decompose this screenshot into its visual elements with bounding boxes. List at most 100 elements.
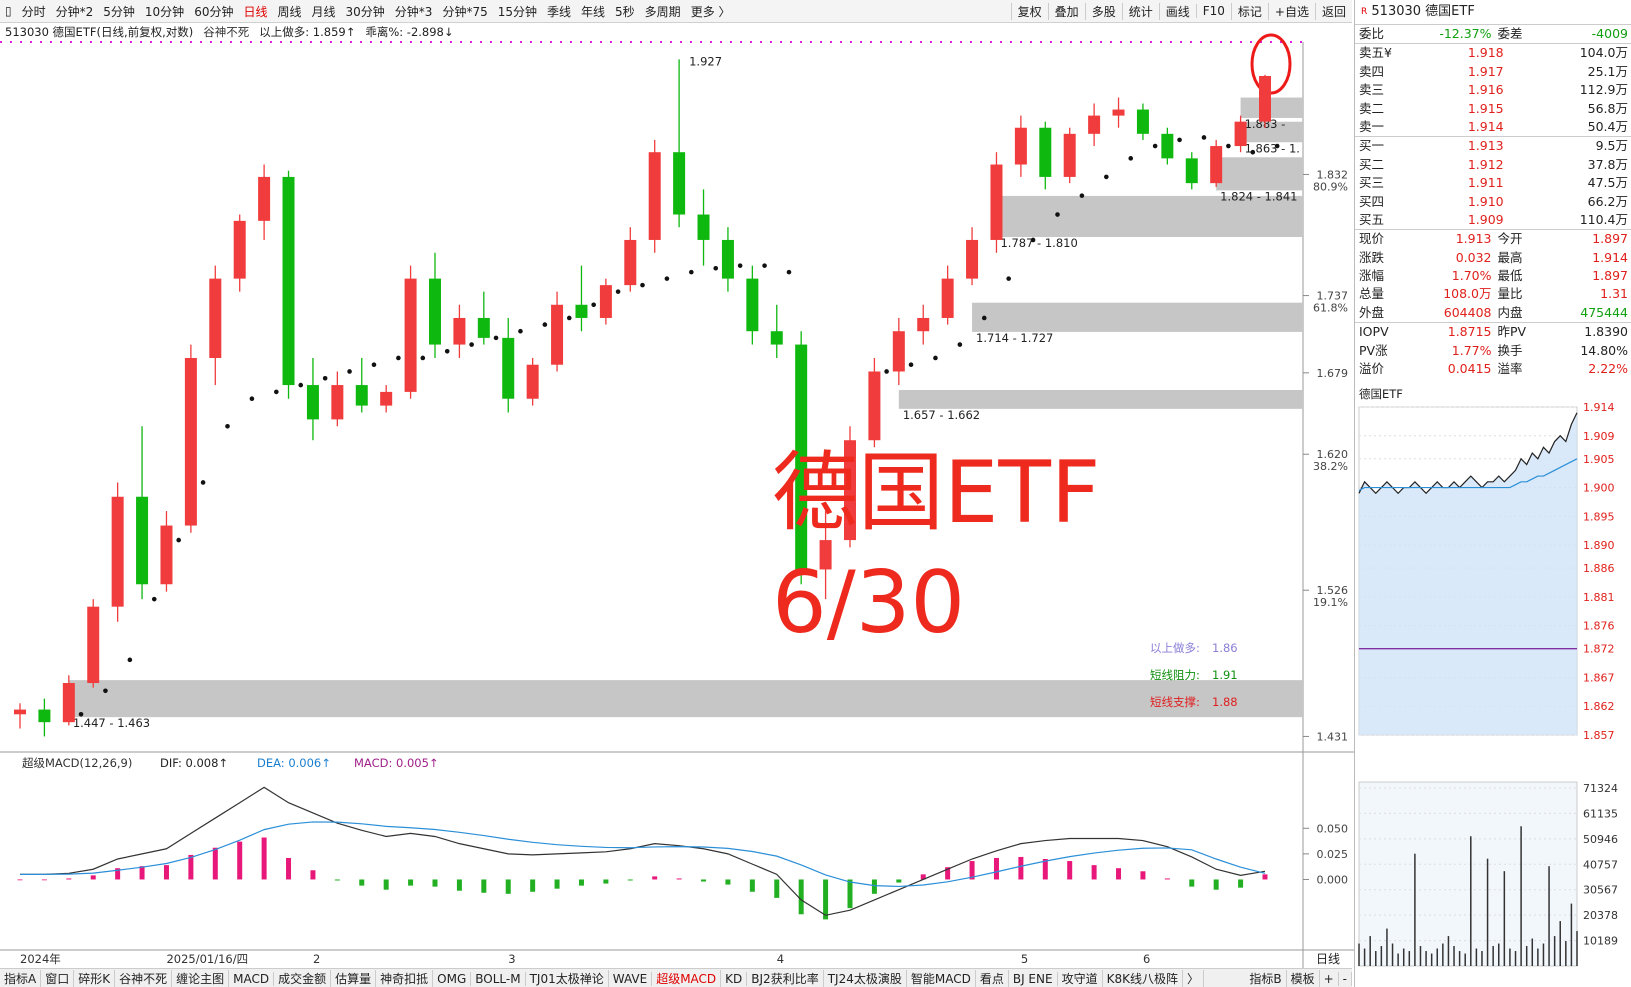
support-dot <box>518 328 523 334</box>
period-tab[interactable]: 60分钟 <box>194 4 234 19</box>
volume-tick-label: 71324 <box>1583 782 1618 795</box>
tool-button[interactable]: 标记 <box>1230 2 1268 20</box>
indicator-tab[interactable]: 缠论主图 <box>172 970 230 987</box>
period-tab[interactable]: 日线 <box>243 4 268 19</box>
y-tick-label: 1.905 <box>1583 453 1615 466</box>
period-tab[interactable]: 分钟*3 <box>394 4 433 19</box>
indicator-tab[interactable]: KD <box>721 971 748 986</box>
support-dot <box>249 396 255 402</box>
indicator-tab[interactable]: K8K线八极阵 <box>1103 970 1183 987</box>
quote-cell: 1.31 <box>1600 286 1628 302</box>
indicator-tab[interactable]: 指标B <box>1245 970 1287 987</box>
price-zone <box>972 302 1303 332</box>
tool-button[interactable]: 复权 <box>1010 2 1048 20</box>
price-area <box>1359 412 1577 735</box>
tool-button[interactable]: 返回 <box>1314 2 1352 20</box>
period-tab[interactable]: 5秒 <box>615 4 635 19</box>
indicator-tab[interactable]: 窗口 <box>41 970 75 987</box>
quote-cell: 66.2万 <box>1587 193 1628 209</box>
indicator-tab[interactable]: + <box>1320 971 1339 986</box>
tool-button[interactable]: +自选 <box>1267 2 1315 20</box>
period-tab[interactable]: 多周期 <box>644 4 681 19</box>
indicator-tab[interactable]: 估算量 <box>331 970 377 987</box>
indicator-tab[interactable]: BJ2获利比率 <box>747 970 824 987</box>
tool-button[interactable]: 统计 <box>1121 2 1159 20</box>
indicator-tab[interactable]: MACD <box>229 971 275 986</box>
period-tab[interactable]: 分钟*75 <box>442 4 488 19</box>
indicator-tab[interactable]: TJ24太极演股 <box>824 970 907 987</box>
price-zone <box>1240 121 1303 143</box>
macd-bar <box>530 879 536 892</box>
quote-cell: 1.77% <box>1451 342 1492 358</box>
support-dot <box>762 263 767 268</box>
period-tab[interactable]: 15分钟 <box>497 4 537 19</box>
candle-body <box>1112 109 1125 116</box>
candle-body <box>1136 109 1149 134</box>
tool-button[interactable]: 画线 <box>1158 2 1196 20</box>
indicator-tab[interactable]: 超级MACD <box>652 970 722 987</box>
period-tab[interactable]: 30分钟 <box>345 4 385 19</box>
support-dot <box>664 276 670 281</box>
macd-bar <box>847 879 853 909</box>
indicator-tab[interactable]: 攻守道 <box>1058 970 1103 987</box>
macd-bar <box>139 866 145 880</box>
indicator-tab[interactable]: 神奇扣抵 <box>376 970 434 987</box>
support-dot <box>1201 135 1207 140</box>
indicator-tab[interactable]: 谷神不死 <box>115 970 173 987</box>
tool-button[interactable]: 多股 <box>1084 2 1122 20</box>
quote-rows: 委比 -12.37% 委差 -4009 卖五¥ 1.918 104.0万 卖四 1.917 25.… <box>1355 25 1631 378</box>
macd-bar <box>823 879 829 920</box>
candle-body <box>429 278 441 345</box>
macd-bar <box>90 875 96 880</box>
period-tab[interactable]: 年线 <box>581 4 606 19</box>
period-label: 日线 <box>1316 952 1340 966</box>
period-tab[interactable]: 月线 <box>311 4 336 19</box>
candle-body <box>160 525 173 585</box>
indicator-tab[interactable]: OMG <box>433 971 472 986</box>
indicator-tab[interactable]: 碎形K <box>74 970 116 987</box>
book-row: 卖五¥ 1.918 104.0万 <box>1355 43 1631 62</box>
quote-cell: 量比 <box>1497 286 1523 302</box>
signal-value: 1.88 <box>1212 695 1238 709</box>
macd-bar <box>749 879 755 892</box>
zone-label: 1.863 - 1. <box>1245 141 1300 155</box>
tool-button[interactable]: F10 <box>1195 4 1231 18</box>
support-dot <box>420 355 426 361</box>
tool-button[interactable]: 叠加 <box>1047 2 1085 20</box>
indicator-tab[interactable]: - <box>1339 971 1352 986</box>
indicator-tab[interactable]: 模板 <box>1287 970 1320 987</box>
period-tab[interactable]: 10分钟 <box>144 4 185 19</box>
period-tab[interactable]: 更多 〉 <box>690 4 731 19</box>
quote-cell: 1.910 <box>1467 193 1504 209</box>
candle-body <box>1161 133 1174 159</box>
indicator-tab[interactable]: 指标A <box>0 970 42 987</box>
quote-row: 涨幅 1.70% 最低 1.897 <box>1355 267 1631 285</box>
period-tab[interactable]: 分时 <box>21 4 46 19</box>
indicator-tab[interactable]: 成交金额 <box>274 970 332 987</box>
period-tab[interactable]: 周线 <box>277 4 302 19</box>
candle-body <box>477 317 490 338</box>
indicator-tab[interactable]: 〉 <box>1183 970 1204 987</box>
macd-bar <box>627 879 633 881</box>
indicator-tab[interactable]: WAVE <box>609 971 653 986</box>
period-tab[interactable]: 5分钟 <box>103 4 135 19</box>
indicator-tab[interactable]: TJ01太极禅论 <box>526 970 609 987</box>
indicator-tab[interactable]: 看点 <box>976 970 1009 987</box>
quote-cell: 委比 <box>1359 26 1385 41</box>
fib-label: 61.8% <box>1313 302 1348 315</box>
macd-bar <box>41 879 47 881</box>
layout-icon[interactable]: ▯ <box>5 4 12 18</box>
candle-body <box>795 344 808 570</box>
period-tab[interactable]: 季线 <box>547 4 572 19</box>
support-dot <box>176 537 181 543</box>
indicator-tab[interactable]: BJ ENE <box>1009 971 1058 986</box>
y-tick-label: 0.050 <box>1317 822 1349 835</box>
indicator-tab[interactable]: 智能MACD <box>907 970 976 987</box>
period-tab[interactable]: 分钟*2 <box>55 4 94 19</box>
y-tick-label: 1.679 <box>1317 367 1349 380</box>
macd-bar <box>725 879 731 885</box>
macd-bar <box>212 847 218 880</box>
candle-body <box>990 164 1003 240</box>
indicator-tab[interactable]: BOLL-M <box>471 971 526 986</box>
book-row: 买三 1.911 47.5万 <box>1355 174 1631 192</box>
